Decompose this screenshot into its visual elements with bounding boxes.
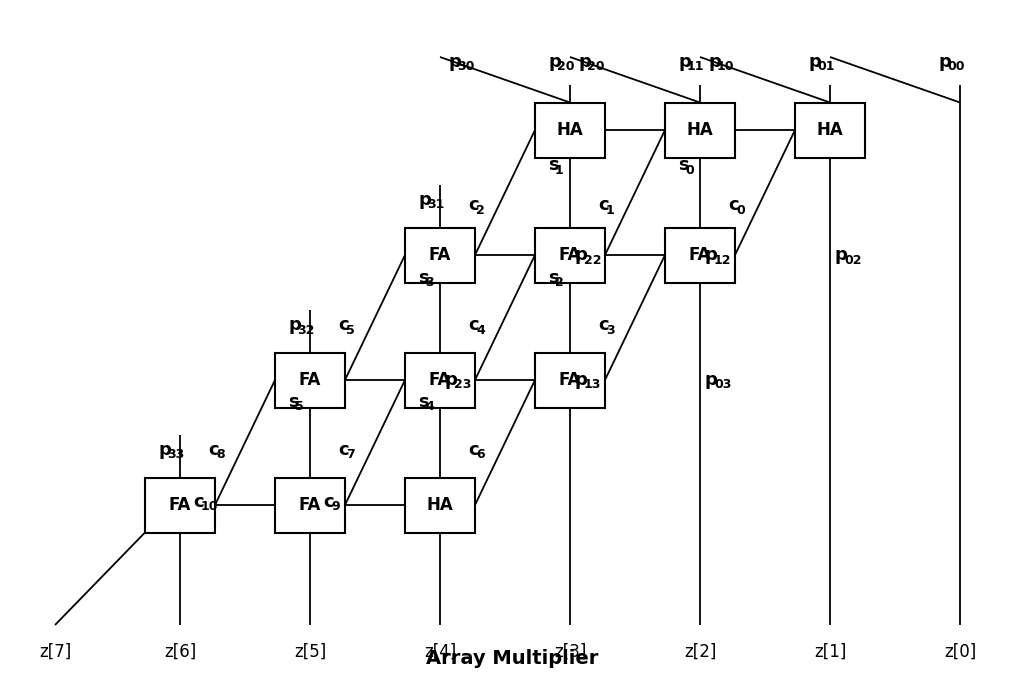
Text: z[6]: z[6] <box>164 643 197 661</box>
Text: z[2]: z[2] <box>684 643 716 661</box>
Bar <box>406 477 475 533</box>
Text: z[7]: z[7] <box>39 643 71 661</box>
Text: c: c <box>338 441 348 459</box>
Text: p: p <box>938 53 951 71</box>
Text: s: s <box>418 269 429 287</box>
Text: 20: 20 <box>587 61 604 74</box>
Text: 20: 20 <box>557 61 574 74</box>
Text: z[4]: z[4] <box>424 643 456 661</box>
Text: 22: 22 <box>584 254 601 267</box>
Text: 4: 4 <box>476 324 484 336</box>
Bar <box>406 353 475 407</box>
Text: 13: 13 <box>584 378 601 391</box>
Text: z[5]: z[5] <box>294 643 326 661</box>
Text: 5: 5 <box>295 400 304 413</box>
Text: s: s <box>548 269 559 287</box>
Text: 7: 7 <box>346 449 354 462</box>
Text: p: p <box>678 53 691 71</box>
Text: p: p <box>449 53 461 71</box>
Text: p: p <box>575 246 588 264</box>
Text: 31: 31 <box>427 198 444 212</box>
Text: 33: 33 <box>167 449 184 462</box>
Bar <box>145 477 215 533</box>
Text: c: c <box>323 493 334 511</box>
Text: 32: 32 <box>297 324 314 336</box>
Text: p: p <box>445 371 458 389</box>
Bar <box>535 103 605 158</box>
Bar <box>665 227 735 282</box>
Text: HA: HA <box>427 496 454 514</box>
Text: 8: 8 <box>216 449 224 462</box>
Text: HA: HA <box>557 121 584 139</box>
Text: FA: FA <box>689 246 712 264</box>
Bar <box>275 477 345 533</box>
Text: 10: 10 <box>201 500 218 513</box>
Bar <box>406 227 475 282</box>
Text: FA: FA <box>429 246 452 264</box>
Text: c: c <box>598 316 608 334</box>
Text: 3: 3 <box>425 276 433 289</box>
Text: 3: 3 <box>606 324 614 336</box>
Text: s: s <box>548 156 559 174</box>
Text: c: c <box>468 196 478 214</box>
Text: 2: 2 <box>555 276 564 289</box>
Bar <box>535 227 605 282</box>
Text: FA: FA <box>429 371 452 389</box>
Text: 6: 6 <box>476 449 484 462</box>
Text: FA: FA <box>559 246 582 264</box>
Text: p: p <box>288 316 301 334</box>
Text: z[0]: z[0] <box>944 643 976 661</box>
Text: 1: 1 <box>606 203 614 216</box>
Text: 1: 1 <box>555 163 564 176</box>
Text: p: p <box>708 53 721 71</box>
Text: 12: 12 <box>714 254 731 267</box>
Text: p: p <box>705 371 718 389</box>
Text: p: p <box>835 246 848 264</box>
Text: 30: 30 <box>457 61 474 74</box>
Bar <box>275 353 345 407</box>
Text: p: p <box>808 53 821 71</box>
Text: 00: 00 <box>947 61 965 74</box>
Text: p: p <box>548 53 561 71</box>
Text: FA: FA <box>559 371 582 389</box>
Text: 11: 11 <box>687 61 705 74</box>
Text: p: p <box>418 191 431 209</box>
Text: c: c <box>208 441 219 459</box>
Text: s: s <box>418 393 429 411</box>
Text: z[3]: z[3] <box>554 643 586 661</box>
Text: 01: 01 <box>817 61 835 74</box>
Bar <box>795 103 865 158</box>
Text: 4: 4 <box>425 400 434 413</box>
Text: FA: FA <box>299 371 322 389</box>
Text: z[1]: z[1] <box>814 643 846 661</box>
Text: c: c <box>468 441 478 459</box>
Text: FA: FA <box>299 496 322 514</box>
Text: p: p <box>158 441 171 459</box>
Text: c: c <box>338 316 348 334</box>
Text: p: p <box>705 246 718 264</box>
Text: c: c <box>193 493 204 511</box>
Text: 23: 23 <box>454 378 471 391</box>
Text: 10: 10 <box>717 61 734 74</box>
Text: HA: HA <box>687 121 714 139</box>
Text: Array Multiplier: Array Multiplier <box>426 649 598 668</box>
Text: 02: 02 <box>844 254 861 267</box>
Text: 0: 0 <box>685 163 693 176</box>
Text: p: p <box>575 371 588 389</box>
Bar <box>665 103 735 158</box>
Text: HA: HA <box>816 121 844 139</box>
Text: s: s <box>288 393 299 411</box>
Text: p: p <box>578 53 591 71</box>
Text: 2: 2 <box>476 203 484 216</box>
Text: c: c <box>728 196 738 214</box>
Text: c: c <box>468 316 478 334</box>
Text: 0: 0 <box>736 203 744 216</box>
Text: FA: FA <box>169 496 191 514</box>
Text: 03: 03 <box>714 378 731 391</box>
Text: 5: 5 <box>346 324 354 336</box>
Text: 9: 9 <box>331 500 340 513</box>
Text: c: c <box>598 196 608 214</box>
Bar <box>535 353 605 407</box>
Text: s: s <box>678 156 688 174</box>
